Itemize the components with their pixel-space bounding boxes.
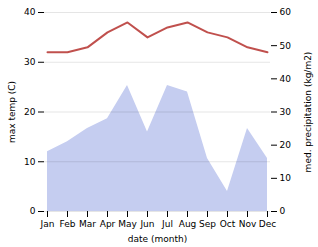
svg-text:40: 40 bbox=[280, 74, 292, 84]
svg-text:Jul: Jul bbox=[161, 219, 173, 229]
svg-text:10: 10 bbox=[280, 173, 292, 183]
svg-text:0: 0 bbox=[280, 206, 286, 216]
svg-text:date (month): date (month) bbox=[128, 234, 187, 244]
svg-text:0: 0 bbox=[30, 206, 36, 216]
svg-text:Mar: Mar bbox=[79, 219, 96, 229]
svg-text:50: 50 bbox=[280, 41, 292, 51]
svg-text:60: 60 bbox=[280, 7, 292, 17]
svg-text:30: 30 bbox=[24, 57, 36, 67]
svg-text:Dec: Dec bbox=[259, 219, 276, 229]
svg-text:Feb: Feb bbox=[60, 219, 76, 229]
svg-text:Jan: Jan bbox=[40, 219, 55, 229]
svg-text:Nov: Nov bbox=[239, 219, 257, 229]
svg-text:May: May bbox=[118, 219, 137, 229]
svg-text:20: 20 bbox=[280, 140, 292, 150]
svg-text:max temp (C): max temp (C) bbox=[7, 81, 17, 143]
svg-text:Apr: Apr bbox=[100, 219, 116, 229]
svg-text:Oct: Oct bbox=[220, 219, 236, 229]
svg-text:10: 10 bbox=[24, 157, 36, 167]
svg-text:Aug: Aug bbox=[179, 219, 197, 229]
svg-text:Sep: Sep bbox=[199, 219, 216, 229]
svg-text:30: 30 bbox=[280, 107, 292, 117]
svg-text:20: 20 bbox=[24, 107, 36, 117]
svg-text:med. precipitation (kg/m2): med. precipitation (kg/m2) bbox=[303, 52, 313, 173]
svg-text:40: 40 bbox=[24, 7, 36, 17]
svg-text:Jun: Jun bbox=[139, 219, 154, 229]
